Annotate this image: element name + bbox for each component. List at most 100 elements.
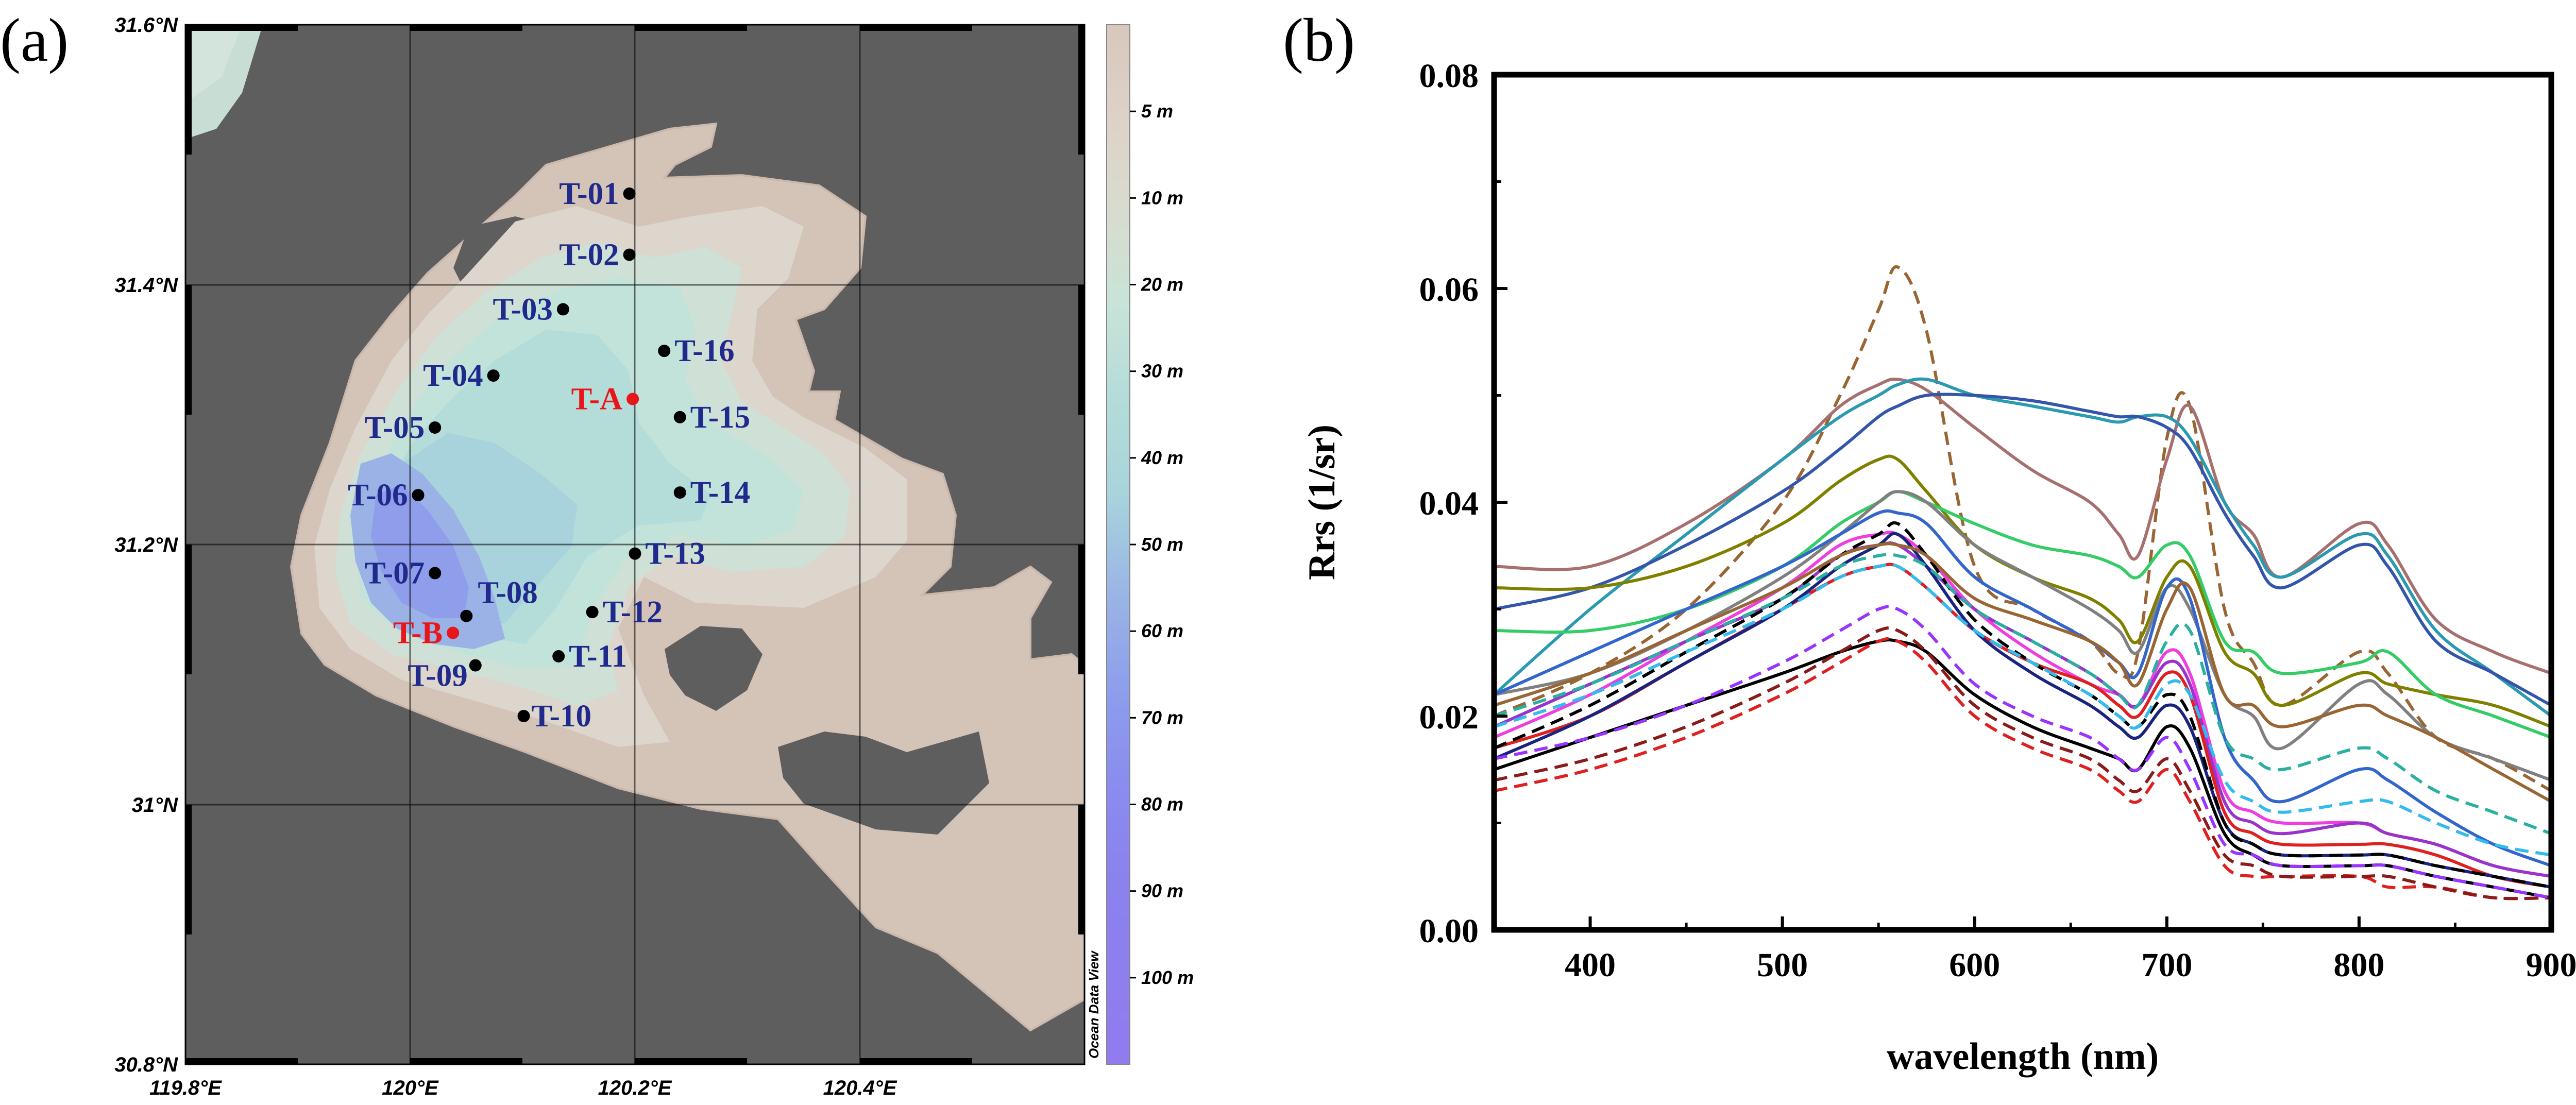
depth-colorbar: 5 m 10 m 20 m 30 m 40 m 50 m 60 m 70 m 80 m 90 m 1… xyxy=(1086,24,1194,1065)
x-tick-label: 500 xyxy=(1757,946,1808,984)
odv-credit: Ocean Data View xyxy=(1086,950,1101,1059)
colorbar-label: 10 m xyxy=(1141,187,1183,208)
lat-label: 31°N xyxy=(132,794,178,817)
panel-b-label: (b) xyxy=(1283,6,1355,74)
lat-label: 31.4°N xyxy=(114,274,178,297)
colorbar-label: 90 m xyxy=(1141,880,1183,902)
station-label: T-12 xyxy=(603,595,663,630)
station-dot xyxy=(487,369,500,382)
station-label: T-06 xyxy=(348,478,408,513)
colorbar-label: 70 m xyxy=(1141,707,1183,728)
colorbar-label: 60 m xyxy=(1141,620,1183,641)
station-label: T-05 xyxy=(365,411,425,445)
y-tick-label: 0.00 xyxy=(1419,912,1479,950)
colorbar-label: 5 m xyxy=(1141,100,1173,122)
y-tick-label: 0.04 xyxy=(1419,485,1479,522)
station-markers: T-01 T-02T-03 T-04 T-05 T-06 T-07 T-08 T-09 T-10… xyxy=(348,177,750,734)
station-label: T-16 xyxy=(674,334,734,368)
rrs-series-line xyxy=(1494,626,2551,900)
x-tick-label: 400 xyxy=(1565,946,1616,984)
lon-label: 119.8°E xyxy=(149,1077,222,1099)
rrs-series-line xyxy=(1494,393,2551,707)
station-dot xyxy=(556,303,569,316)
colorbar-gradient xyxy=(1106,24,1130,1065)
station-dot xyxy=(469,659,482,672)
lat-label: 30.8°N xyxy=(114,1053,178,1076)
station-dot xyxy=(623,187,636,200)
map-area xyxy=(185,25,1084,1064)
station-label: T-09 xyxy=(408,659,467,693)
rrs-series-line xyxy=(1494,638,2551,899)
x-tick-label: 800 xyxy=(2333,946,2384,984)
colorbar-label: 100 m xyxy=(1141,967,1194,988)
station-dot xyxy=(673,486,686,499)
rrs-series-line xyxy=(1494,377,2551,675)
colorbar-label: 80 m xyxy=(1141,794,1183,815)
panel-b: (b) 400 500 600 700 800 900 0.00 0.02 0.04 0.06 0.… xyxy=(1283,6,2576,1078)
station-dot xyxy=(429,421,442,434)
station-dot xyxy=(412,489,425,502)
station-label: T-02 xyxy=(559,237,619,272)
station-dot xyxy=(673,411,686,423)
rrs-series-line xyxy=(1494,531,2551,878)
colorbar-ticks: 5 m 10 m 20 m 30 m 40 m 50 m 60 m 70 m 80 m 90 m 1… xyxy=(1130,100,1194,988)
x-tick-label: 900 xyxy=(2526,946,2576,984)
map-frame xyxy=(184,24,1086,1065)
station-dot xyxy=(517,709,530,722)
station-dot xyxy=(623,248,636,261)
panel-a-label: (a) xyxy=(0,6,69,74)
rrs-series-line xyxy=(1494,605,2551,899)
y-axis-title: Rrs (1/sr) xyxy=(1301,424,1343,580)
colorbar-label: 20 m xyxy=(1141,274,1183,295)
station-label: T-11 xyxy=(569,639,627,674)
lat-label: 31.6°N xyxy=(114,14,178,37)
station-dot xyxy=(429,567,442,580)
station-label: T-13 xyxy=(646,537,705,571)
station-label: T-B xyxy=(393,616,443,651)
station-dot xyxy=(586,606,599,619)
lon-label: 120.4°E xyxy=(823,1077,897,1099)
island-east-2 xyxy=(778,732,989,835)
rrs-series-line xyxy=(1494,563,2551,889)
lat-label: 31.2°N xyxy=(114,534,178,556)
rrs-series-line xyxy=(1494,454,2551,728)
station-label: T-03 xyxy=(493,292,552,327)
y-tick-label: 0.06 xyxy=(1419,271,1479,309)
panel-a: (a) xyxy=(0,6,1194,1099)
station-label: T-14 xyxy=(690,475,750,510)
rrs-series-line xyxy=(1494,377,2551,718)
station-label: T-07 xyxy=(365,556,425,590)
rrs-series-line xyxy=(1494,265,2551,792)
colorbar-label: 50 m xyxy=(1141,534,1183,555)
station-dot xyxy=(447,626,460,639)
station-label: T-10 xyxy=(532,699,591,734)
map-axis-labels: 31.6°N 31.4°N 31.2°N 31°N 30.8°N 119.8°E… xyxy=(114,14,897,1099)
y-tick-label: 0.02 xyxy=(1419,699,1479,736)
island-east-1 xyxy=(665,626,762,711)
rrs-series-line xyxy=(1494,541,2551,878)
station-dot xyxy=(629,547,641,560)
rrs-series-line xyxy=(1494,563,2551,857)
station-label: T-A xyxy=(571,382,622,416)
station-dot xyxy=(460,609,473,622)
x-tick-label: 600 xyxy=(1949,946,2000,984)
station-label: T-15 xyxy=(690,400,750,435)
lon-label: 120°E xyxy=(382,1077,439,1099)
axis-ticks: 400 500 600 700 800 900 0.00 0.02 0.04 0.06 0.08 xyxy=(1419,57,2576,984)
rrs-series-line xyxy=(1494,637,2551,900)
colorbar-label: 40 m xyxy=(1141,447,1183,468)
station-label: T-08 xyxy=(478,576,537,610)
station-dot xyxy=(552,650,565,662)
rrs-series-line xyxy=(1494,553,2551,836)
x-axis-title: wavelength (nm) xyxy=(1887,1035,2159,1078)
rrs-series-line xyxy=(1494,490,2551,782)
y-tick-label: 0.08 xyxy=(1419,57,1479,95)
rrs-series-line xyxy=(1494,542,2551,803)
station-label: T-04 xyxy=(423,359,483,393)
spectra-series xyxy=(1494,265,2551,900)
map-grid xyxy=(185,25,1084,1064)
lon-label: 120.2°E xyxy=(598,1077,672,1099)
x-tick-label: 700 xyxy=(2141,946,2192,984)
station-dot xyxy=(658,345,671,358)
